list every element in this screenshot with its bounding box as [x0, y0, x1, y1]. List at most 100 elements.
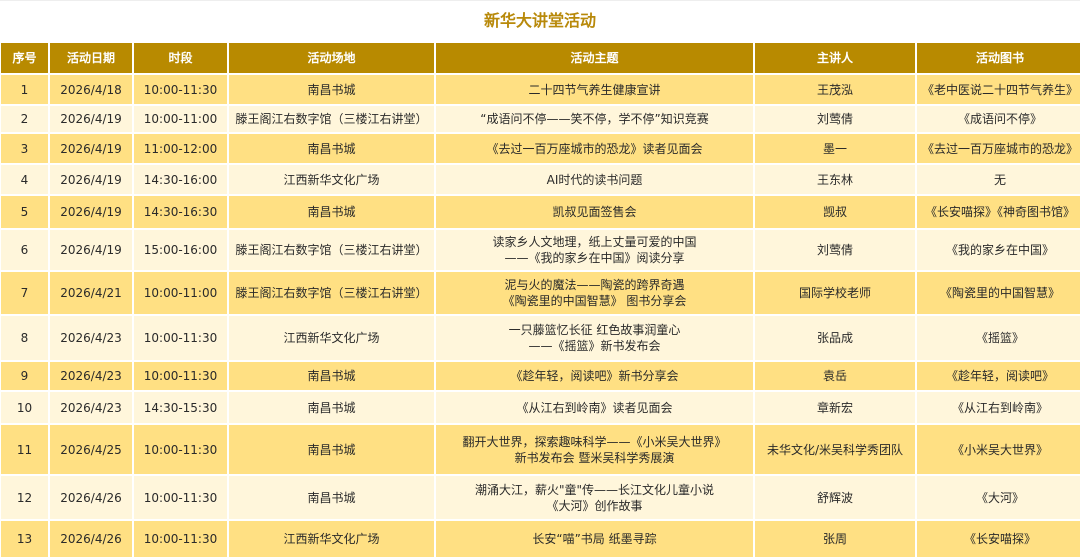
cell-speaker: 王茂泓 [755, 75, 915, 104]
cell-time: 10:00-11:00 [134, 272, 227, 314]
cell-topic: “成语问不停——笑不停，学不停”知识竞赛 [436, 106, 753, 132]
cell-speaker: 张周 [755, 521, 915, 557]
topic-line: ——《我的家乡在中国》阅读分享 [504, 251, 685, 265]
cell-date: 2026/4/19 [50, 165, 132, 194]
table-row: 7 2026/4/21 10:00-11:00 滕王阁江右数字馆（三楼江右讲堂） 泥与火… [1, 272, 1080, 314]
cell-no: 7 [1, 272, 48, 314]
cell-time: 10:00-11:30 [134, 521, 227, 557]
cell-topic: 《趁年轻，阅读吧》新书分享会 [436, 362, 753, 390]
cell-venue: 滕王阁江右数字馆（三楼江右讲堂） [229, 272, 434, 314]
column-header: 活动主题 [436, 43, 753, 73]
cell-date: 2026/4/19 [50, 230, 132, 270]
table-row: 2 2026/4/19 10:00-11:00 滕王阁江右数字馆（三楼江右讲堂） “成语… [1, 106, 1080, 132]
cell-topic: 二十四节气养生健康宣讲 [436, 75, 753, 104]
cell-topic: 长安“喵”书局 纸墨寻踪 [436, 521, 753, 557]
cell-no: 8 [1, 316, 48, 360]
table-header: 序号 活动日期 时段 活动场地 活动主题 主讲人 活动图书 [1, 43, 1080, 73]
cell-no: 3 [1, 134, 48, 163]
cell-no: 12 [1, 476, 48, 519]
cell-date: 2026/4/26 [50, 521, 132, 557]
cell-venue: 南昌书城 [229, 425, 434, 474]
column-header: 活动图书 [917, 43, 1080, 73]
cell-venue: 江西新华文化广场 [229, 521, 434, 557]
cell-no: 6 [1, 230, 48, 270]
cell-venue: 江西新华文化广场 [229, 316, 434, 360]
cell-topic: 翻开大世界，探索趣味科学——《小米吴大世界》 新书发布会 暨米吴科学秀展演 [436, 425, 753, 474]
cell-speaker: 王东林 [755, 165, 915, 194]
activity-table: 序号 活动日期 时段 活动场地 活动主题 主讲人 活动图书 1 2026/4/18 10:00-… [0, 41, 1080, 559]
topic-line: 新书发布会 暨米吴科学秀展演 [514, 450, 675, 465]
cell-venue: 南昌书城 [229, 476, 434, 519]
topic-line: 二十四节气养生健康宣讲 [528, 82, 661, 97]
topic-line: 翻开大世界，探索趣味科学——《小米吴大世界》 [462, 434, 727, 449]
cell-book: 《我的家乡在中国》 [917, 230, 1080, 270]
topic-line: “成语问不停——笑不停，学不停”知识竞赛 [480, 112, 709, 126]
cell-topic: 《从江右到岭南》读者见面会 [436, 392, 753, 423]
topic-line: 《大河》创作故事 [546, 498, 643, 513]
cell-time: 10:00-11:30 [134, 476, 227, 519]
cell-book: 《摇篮》 [917, 316, 1080, 360]
cell-speaker: 未华文化/米吴科学秀团队 [755, 425, 915, 474]
table-row: 3 2026/4/19 11:00-12:00 南昌书城 《去过一百万座城市的恐龙》读者… [1, 134, 1080, 163]
cell-book: 《成语问不停》 [917, 106, 1080, 132]
cell-venue: 南昌书城 [229, 134, 434, 163]
column-header: 主讲人 [755, 43, 915, 73]
topic-line: AI时代的读书问题 [546, 172, 643, 187]
cell-speaker: 墨一 [755, 134, 915, 163]
cell-book: 《老中医说二十四节气养生》 [917, 75, 1080, 104]
cell-book: 《从江右到岭南》 [917, 392, 1080, 423]
table-row: 9 2026/4/23 10:00-11:30 南昌书城 《趁年轻，阅读吧》新书分享会 袁… [1, 362, 1080, 390]
table-row: 5 2026/4/19 14:30-16:30 南昌书城 凯叔见面签售会 觊叔 《长安喵探》… [1, 196, 1080, 228]
cell-date: 2026/4/23 [50, 362, 132, 390]
cell-time: 14:30-16:00 [134, 165, 227, 194]
cell-no: 1 [1, 75, 48, 104]
cell-no: 5 [1, 196, 48, 228]
topic-line: 一只藤篮忆长征 红色故事润童心 [508, 323, 681, 337]
cell-time: 11:00-12:00 [134, 134, 227, 163]
cell-topic: 凯叔见面签售会 [436, 196, 753, 228]
cell-no: 4 [1, 165, 48, 194]
cell-book: 《陶瓷里的中国智慧》 [917, 272, 1080, 314]
cell-date: 2026/4/21 [50, 272, 132, 314]
cell-speaker: 刘莺倩 [755, 230, 915, 270]
cell-venue: 南昌书城 [229, 392, 434, 423]
cell-book: 《长安喵探》 [917, 521, 1080, 557]
cell-book: 《去过一百万座城市的恐龙》 [917, 134, 1080, 163]
cell-no: 10 [1, 392, 48, 423]
cell-date: 2026/4/25 [50, 425, 132, 474]
cell-date: 2026/4/26 [50, 476, 132, 519]
table-row: 6 2026/4/19 15:00-16:00 滕王阁江右数字馆（三楼江右讲堂） 读家乡… [1, 230, 1080, 270]
cell-book: 无 [917, 165, 1080, 194]
table-row: 8 2026/4/23 10:00-11:30 江西新华文化广场 一只藤篮忆长征 红色故… [1, 316, 1080, 360]
cell-book: 《大河》 [917, 476, 1080, 519]
cell-time: 14:30-15:30 [134, 392, 227, 423]
cell-book: 《小米吴大世界》 [917, 425, 1080, 474]
topic-line: 《从江右到岭南》读者见面会 [516, 400, 673, 415]
cell-date: 2026/4/19 [50, 134, 132, 163]
table-row: 1 2026/4/18 10:00-11:30 南昌书城 二十四节气养生健康宣讲 王茂泓《… [1, 75, 1080, 104]
cell-time: 14:30-16:30 [134, 196, 227, 228]
cell-venue: 南昌书城 [229, 75, 434, 104]
cell-speaker: 袁岳 [755, 362, 915, 390]
cell-no: 11 [1, 425, 48, 474]
topic-line: 长安“喵”书局 纸墨寻踪 [532, 532, 657, 546]
topic-line: 凯叔见面签售会 [552, 205, 637, 219]
cell-speaker: 觊叔 [755, 196, 915, 228]
cell-time: 10:00-11:30 [134, 362, 227, 390]
topic-line: 读家乡人文地理，纸上丈量可爱的中国 [492, 235, 697, 249]
cell-topic: 泥与火的魔法——陶瓷的跨界奇遇 《陶瓷里的中国智慧》 图书分享会 [436, 272, 753, 314]
cell-no: 13 [1, 521, 48, 557]
cell-date: 2026/4/23 [50, 316, 132, 360]
cell-speaker: 章新宏 [755, 392, 915, 423]
cell-topic: 读家乡人文地理，纸上丈量可爱的中国 ——《我的家乡在中国》阅读分享 [436, 230, 753, 270]
table-row: 12 2026/4/26 10:00-11:30 南昌书城 潮涌大江，薪火"童"传——长… [1, 476, 1080, 519]
cell-speaker: 刘莺倩 [755, 106, 915, 132]
column-header: 序号 [1, 43, 48, 73]
topic-line: 《趁年轻，阅读吧》新书分享会 [510, 369, 679, 383]
cell-time: 10:00-11:00 [134, 106, 227, 132]
cell-topic: 潮涌大江，薪火"童"传——长江文化儿童小说 《大河》创作故事 [436, 476, 753, 519]
cell-topic: 《去过一百万座城市的恐龙》读者见面会 [436, 134, 753, 163]
cell-venue: 滕王阁江右数字馆（三楼江右讲堂） [229, 106, 434, 132]
topic-line: ——《摇篮》新书发布会 [528, 339, 661, 353]
column-header: 活动日期 [50, 43, 132, 73]
